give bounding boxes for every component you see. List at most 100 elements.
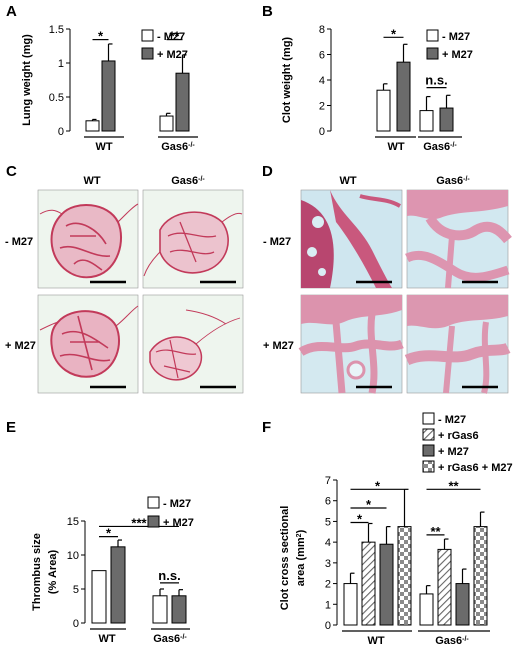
y-tick-label: 0.5 (49, 92, 64, 104)
y-axis-label: Lung weight (mg) (21, 34, 33, 126)
y-tick-label: 8 (319, 24, 325, 36)
category-label: Gas6-/- (435, 635, 469, 647)
row-label-plus-m27-d: + M27 (263, 340, 294, 352)
legend-swatch (422, 412, 435, 425)
chart-clot-weight: 0 2 4 6 8 Clot weight (mg) WT Gas6-/- * n.s. - M27… (281, 24, 473, 153)
legend-swatch (426, 47, 439, 60)
column-label-gas6: Gas6-/- (171, 175, 205, 187)
bar (455, 583, 470, 626)
category-label: WT (95, 141, 112, 153)
bar (397, 526, 412, 626)
significance-label: * (98, 29, 104, 44)
bar (159, 115, 174, 132)
significance-label: * (357, 511, 363, 526)
y-tick-label: 6 (319, 50, 325, 62)
column-label-wt-d: WT (339, 175, 356, 187)
significance-label: * (366, 497, 372, 512)
bar (110, 546, 126, 624)
panel-label-e: E (6, 419, 16, 436)
legend-swatch (422, 444, 435, 457)
bar (437, 548, 452, 626)
panel-label-f: F (262, 419, 271, 436)
y-tick-label: 0 (73, 618, 79, 630)
panel-label-c: C (6, 163, 17, 180)
significance-label: ** (448, 478, 459, 493)
chart-clot-area: 0 1 2 3 4 5 6 7 Clot cross sectional area (mm2) WT… (279, 412, 513, 647)
panel-label-b: B (262, 3, 273, 20)
legend-swatch (422, 428, 435, 441)
legend-swatch (147, 515, 160, 528)
bar (152, 595, 168, 624)
column-label-wt: WT (83, 175, 100, 187)
y-tick-label: 15 (67, 516, 79, 528)
y-axis-label-line2: (% Area) (47, 550, 59, 595)
panel-label-d: D (262, 163, 273, 180)
legend-label: + M27 (163, 517, 194, 529)
bar (171, 595, 187, 624)
legend-label: - M27 (163, 498, 191, 510)
legend-label: + M27 (157, 49, 188, 61)
legend-label: + rGas6 + M27 (438, 462, 513, 474)
y-tick-label: 1 (58, 58, 64, 70)
bar (175, 72, 190, 132)
legend-swatch (422, 460, 435, 473)
y-tick-label: 5 (325, 516, 331, 528)
category-label: Gas6-/- (423, 141, 457, 153)
histology-panel-c: WT Gas6-/- - M27 + M27 (5, 175, 244, 394)
y-tick-label: 7 (325, 475, 331, 487)
micrograph-d-gas6-minus (405, 189, 512, 289)
significance-label: * (106, 526, 112, 541)
y-tick-label: 2 (325, 579, 331, 591)
bar (343, 583, 358, 626)
significance-label: * (391, 26, 397, 41)
y-axis-label: Clot cross sectional (279, 506, 291, 611)
histology-panel-d: WT Gas6-/- - M27 + M27 (263, 175, 512, 394)
y-tick-label: 5 (73, 584, 79, 596)
micrograph-c-wt-minus (37, 189, 139, 289)
y-axis-label: Clot weight (mg) (281, 37, 293, 123)
significance-label: * (375, 478, 381, 493)
row-label-plus-m27: + M27 (5, 340, 36, 352)
category-label: WT (387, 141, 404, 153)
bar (396, 61, 411, 132)
micrograph-c-gas6-minus (142, 189, 244, 289)
bar (85, 120, 100, 132)
micrograph-c-wt-plus (37, 294, 139, 394)
legend-label: - M27 (157, 31, 185, 43)
category-label: WT (98, 633, 115, 645)
legend-label: - M27 (442, 31, 470, 43)
y-tick-label: 0 (58, 126, 64, 138)
column-label-gas6-d: Gas6-/- (436, 175, 470, 187)
significance-label: n.s. (158, 568, 180, 583)
legend-swatch (147, 496, 160, 509)
bar (473, 526, 488, 626)
y-axis-label-line2: area (mm2) (295, 529, 307, 586)
significance-label: n.s. (425, 73, 447, 88)
micrograph-d-wt-plus (298, 294, 404, 394)
panel-label-a: A (6, 3, 17, 20)
legend-swatch (426, 29, 439, 42)
y-tick-label: 4 (319, 75, 325, 87)
y-axis-label: Thrombus size (31, 533, 43, 611)
legend-swatch (141, 47, 154, 60)
bar (419, 593, 434, 626)
y-tick-label: 3 (325, 558, 331, 570)
category-label: Gas6-/- (153, 633, 187, 645)
micrograph-c-gas6-plus (142, 294, 244, 394)
legend-label: + rGas6 (438, 430, 479, 442)
legend-label: + M27 (438, 446, 469, 458)
bar (419, 110, 434, 132)
significance-label: *** (131, 515, 147, 530)
y-tick-label: 1 (325, 599, 331, 611)
micrograph-d-gas6-plus (404, 294, 511, 394)
bar (91, 570, 107, 624)
y-tick-label: 0 (319, 126, 325, 138)
category-label: Gas6-/- (161, 141, 195, 153)
significance-label: ** (430, 524, 441, 539)
row-label-minus-m27-d: - M27 (263, 236, 291, 248)
significance-label: ** (169, 29, 180, 44)
y-tick-label: 6 (325, 496, 331, 508)
legend-label: - M27 (438, 414, 466, 426)
bar (376, 89, 391, 132)
